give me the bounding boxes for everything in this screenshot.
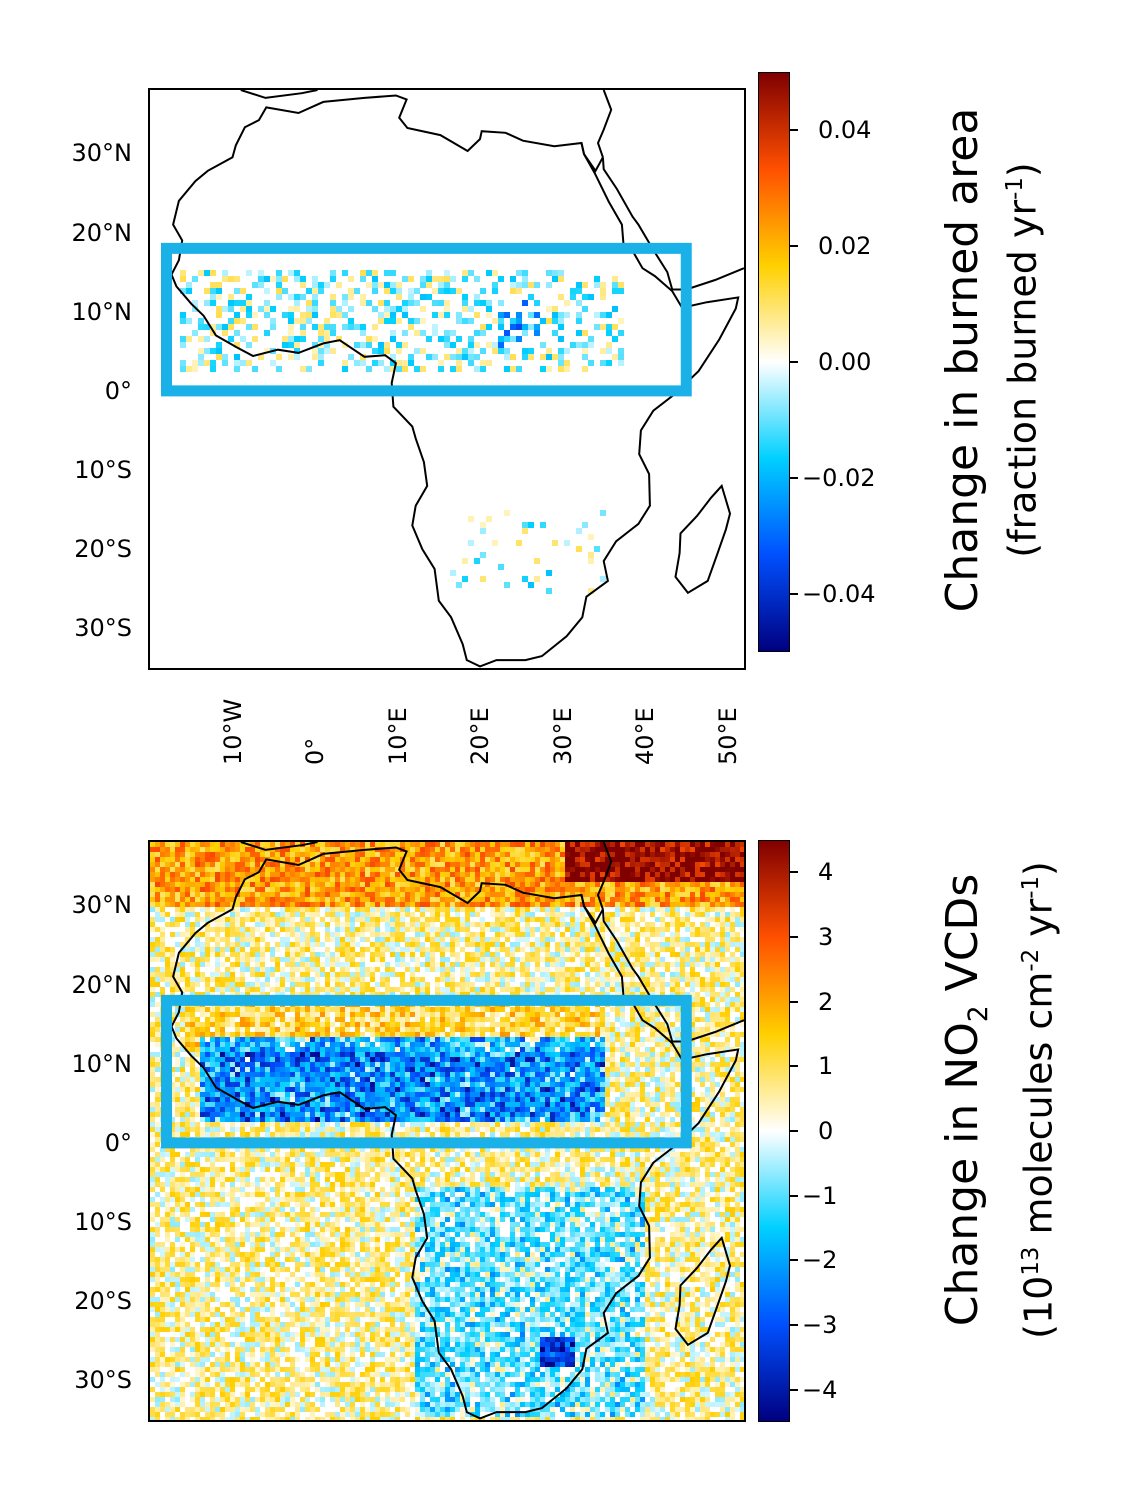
longitude-label: 20°E — [466, 707, 494, 765]
colorbar-tick-label: −1 — [802, 1181, 838, 1210]
colorbar-tick-mark — [790, 129, 798, 131]
colorbar-tick-label: −0.04 — [802, 580, 876, 608]
colorbar-tick-mark — [790, 361, 798, 363]
latitude-label: 10°N — [71, 1049, 133, 1078]
colorbar-tick-label: 0.04 — [818, 116, 872, 144]
burned-area-field — [180, 270, 624, 594]
colorbar-tick-label: −3 — [802, 1311, 838, 1339]
colorbar-tick-label: 4 — [818, 858, 834, 887]
sinai-coastline — [580, 142, 604, 173]
arabia-coastline — [601, 157, 744, 291]
africa-coastline — [170, 846, 740, 1420]
no2-panel: 30°N 20°N 10°N 0° 10°S 20°S 30°S 4 3 2 1 0 −1 −2 −3 −4… — [0, 760, 1147, 1500]
africa-coastline — [170, 94, 740, 668]
latitude-label: 10°N — [71, 297, 133, 326]
colorbar-tick-label: 0.02 — [818, 232, 872, 260]
colorbar-tick-label: −2 — [802, 1246, 838, 1275]
no2-field — [150, 842, 744, 1420]
latitude-label: 30°N — [71, 139, 133, 168]
title-line-2: (fraction burned yr-1) — [1000, 162, 1045, 558]
burned-area-panel: 30°N 20°N 10°N 0° 10°S 20°S 30°S 10°W 0° 10°E 20°… — [71, 55, 1047, 765]
colorbar-tick-label: 2 — [818, 987, 834, 1016]
no2-map-canvas — [150, 842, 744, 1420]
colorbar-tick-mark — [790, 593, 798, 595]
colorbar-tick-label: 0.00 — [818, 348, 872, 376]
latitude-label: 20°S — [74, 535, 132, 564]
colorbar-tick-mark — [790, 1194, 798, 1197]
longitude-label: 40°E — [631, 707, 659, 765]
colorbar-tick-mark — [790, 936, 798, 938]
no2-colorbar-title: Change in NO2 VCDs (1013 molecules cm-2 … — [935, 780, 1062, 1420]
latitude-label: 30°S — [74, 614, 132, 643]
burned-area-colorbar-title: Change in burned area (fraction burned y… — [935, 55, 1047, 665]
middle-east-coastline — [596, 90, 613, 158]
latitude-label: 10°S — [74, 1208, 132, 1237]
no2-colorbar — [758, 840, 790, 1422]
longitude-label: 50°E — [713, 707, 742, 765]
burned-area-map-canvas — [161, 90, 744, 668]
colorbar-tick-mark — [790, 871, 798, 874]
latitude-label: 20°S — [74, 1287, 132, 1316]
latitude-label: 0° — [104, 1128, 132, 1157]
madagascar-coastline — [674, 483, 732, 595]
colorbar-tick-mark — [790, 245, 798, 247]
colorbar-tick-label: −4 — [802, 1375, 838, 1404]
latitude-label: 30°N — [71, 891, 133, 920]
title-line-1: Change in NO2 VCDs — [937, 873, 994, 1327]
europe-coastline — [240, 842, 318, 851]
sahel-region-box — [161, 994, 692, 1149]
latitude-label: 30°S — [74, 1366, 132, 1395]
colorbar-tick-mark — [790, 1000, 798, 1003]
colorbar-tick-mark — [790, 1324, 798, 1326]
sinai-coastline — [580, 894, 604, 925]
longitude-label: 10°W — [218, 698, 247, 765]
latitude-label: 10°S — [74, 456, 132, 485]
madagascar-coastline — [674, 1235, 732, 1347]
colorbar-tick-mark — [790, 1065, 798, 1068]
latitude-label: 20°N — [71, 970, 133, 999]
sahel-region-box — [161, 242, 692, 397]
colorbar-tick-label: 0 — [818, 1117, 834, 1145]
burned-area-map — [148, 88, 746, 670]
title-line-2: (1013 molecules cm-2 yr-1) — [1016, 861, 1061, 1339]
colorbar-tick-label: −0.02 — [802, 464, 876, 492]
colorbar-tick-mark — [790, 477, 798, 479]
colorbar-tick-mark — [790, 1388, 798, 1391]
longitude-label: 30°E — [548, 707, 577, 765]
colorbar-tick-label: 1 — [818, 1052, 834, 1081]
latitude-label: 0° — [104, 376, 132, 405]
middle-east-coastline — [596, 842, 613, 910]
longitude-label: 10°E — [383, 707, 412, 765]
colorbar-tick-mark — [790, 1259, 798, 1262]
burned-area-colorbar — [758, 72, 790, 652]
title-line-1: Change in burned area — [937, 107, 988, 613]
colorbar-tick-label: 3 — [818, 923, 834, 951]
colorbar-tick-mark — [790, 1130, 798, 1132]
latitude-label: 20°N — [71, 218, 133, 247]
no2-map — [148, 840, 746, 1422]
europe-coastline — [240, 90, 318, 99]
